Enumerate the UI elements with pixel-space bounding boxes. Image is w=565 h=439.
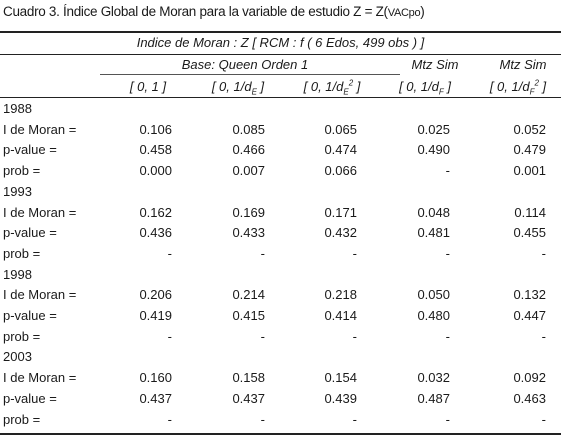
- table-cell: 0.437: [232, 390, 265, 406]
- table-cell: 0.158: [232, 370, 265, 386]
- table-cell: -: [445, 245, 450, 261]
- table-cell: 0.092: [513, 370, 546, 386]
- table-cell: 0.001: [513, 163, 546, 179]
- row-label: p-value =: [3, 225, 57, 241]
- table-cell: 0.214: [232, 287, 265, 303]
- year-label: 1998: [3, 266, 32, 282]
- top-rule: [0, 31, 561, 33]
- table-cell: -: [445, 328, 450, 344]
- row-label: I de Moran =: [3, 287, 77, 303]
- table-cell: -: [167, 245, 172, 261]
- row-label: prob =: [3, 245, 41, 261]
- table-cell: 0.154: [324, 370, 357, 386]
- table-cell: 0.052: [513, 121, 546, 137]
- table-cell: 0.162: [139, 204, 172, 220]
- table-cell: 0.050: [417, 287, 450, 303]
- table-cell: -: [260, 411, 265, 427]
- table-cell: 0.458: [139, 142, 172, 158]
- table-cell: 0.432: [324, 225, 357, 241]
- table-cell: 0.132: [513, 287, 546, 303]
- table-cell: 0.474: [324, 142, 357, 158]
- table-cell: 0.419: [139, 308, 172, 323]
- table-cell: 0.007: [232, 163, 265, 179]
- table-cell: -: [260, 245, 265, 261]
- table-cell: 0.065: [324, 121, 357, 137]
- table-cell: 0.171: [324, 204, 357, 220]
- table-cell: 0.415: [232, 308, 265, 323]
- table-cell: 0.466: [232, 142, 265, 158]
- table-cell: 0.481: [417, 225, 450, 241]
- table-cell: 0.025: [417, 121, 450, 137]
- table-cell: -: [167, 411, 172, 427]
- table-cell: 0.032: [417, 370, 450, 386]
- bottom-rule: [0, 433, 561, 435]
- table-cell: -: [541, 411, 546, 427]
- year-label: 2003: [3, 349, 32, 365]
- column-header-1: [ 0, 1 ]: [129, 79, 167, 94]
- table-cell: 0.487: [417, 390, 450, 406]
- group-header-mtz-sim-1: Mtz Sim: [411, 57, 459, 72]
- row-label: p-value =: [3, 142, 57, 158]
- table-cell: 0.447: [513, 308, 546, 323]
- table-cell: -: [352, 328, 357, 344]
- table-cell: -: [352, 411, 357, 427]
- table-cell: 0.480: [417, 308, 450, 323]
- table-caption: Cuadro 3. Índice Global de Moran para la…: [3, 4, 425, 19]
- row-label: prob =: [3, 411, 41, 427]
- table-cell: 0.433: [232, 225, 265, 241]
- table-cell: 0.048: [417, 204, 450, 220]
- group-header-queen: Base: Queen Orden 1: [181, 57, 309, 72]
- table-cell: 0.169: [232, 204, 265, 220]
- title-rule: [0, 54, 561, 55]
- table-cell: 0.436: [139, 225, 172, 241]
- table-cell: 0.490: [417, 142, 450, 158]
- year-label: 1993: [3, 183, 32, 199]
- column-header-4: [ 0, 1/dF ]: [399, 79, 451, 97]
- row-label: I de Moran =: [3, 121, 77, 137]
- table-cell: -: [541, 328, 546, 344]
- table-cell: -: [445, 411, 450, 427]
- column-header-2: [ 0, 1/dE ]: [211, 79, 265, 97]
- table-cell: 0.479: [513, 142, 546, 158]
- row-label: p-value =: [3, 390, 57, 406]
- table-cell: 0.437: [139, 390, 172, 406]
- table-cell: -: [541, 245, 546, 261]
- table-cell: 0.160: [139, 370, 172, 386]
- row-label: p-value =: [3, 308, 57, 323]
- group-underline: [100, 74, 400, 75]
- table-cell: 0.414: [324, 308, 357, 323]
- table-cell: 0.218: [324, 287, 357, 303]
- row-label: prob =: [3, 328, 41, 344]
- column-header-3: [ 0, 1/dE2 ]: [303, 78, 361, 97]
- table-cell: -: [445, 163, 450, 179]
- table-cell: -: [167, 328, 172, 344]
- table-cell: 0.085: [232, 121, 265, 137]
- table-cell: 0.106: [139, 121, 172, 137]
- header-rule: [0, 97, 561, 98]
- table-cell: -: [260, 328, 265, 344]
- table-cell: 0.463: [513, 390, 546, 406]
- year-label: 1988: [3, 101, 32, 116]
- column-header-5: [ 0, 1/dF2 ]: [489, 78, 547, 97]
- table-title: Indice de Moran : Z [ RCM : f ( 6 Edos, …: [136, 35, 425, 50]
- row-label: I de Moran =: [3, 204, 77, 220]
- table-cell: 0.000: [139, 163, 172, 179]
- row-label: prob =: [3, 163, 41, 179]
- group-header-mtz-sim-2: Mtz Sim: [499, 57, 547, 72]
- table-cell: -: [352, 245, 357, 261]
- table-cell: 0.114: [514, 204, 546, 220]
- table-cell: 0.066: [324, 163, 357, 179]
- table-cell: 0.455: [513, 225, 546, 241]
- row-label: I de Moran =: [3, 370, 77, 386]
- table-cell: 0.439: [324, 390, 357, 406]
- table-cell: 0.206: [139, 287, 172, 303]
